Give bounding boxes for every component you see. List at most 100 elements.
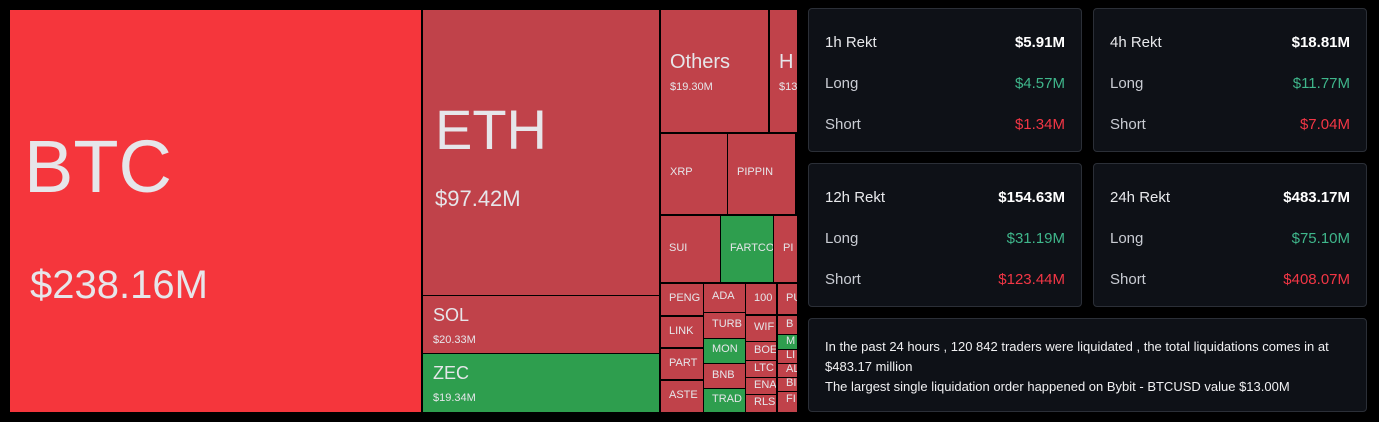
tile-value: $20.33M xyxy=(433,334,476,346)
card-title: 4h Rekt xyxy=(1110,34,1162,51)
tile-value: $19.34M xyxy=(433,392,476,404)
tile-label: ADA xyxy=(712,290,735,302)
tile-label: SUI xyxy=(669,242,688,254)
tile-label: PART xyxy=(669,357,698,369)
treemap-tile: SUI xyxy=(661,216,720,282)
stat-card: 4h Rekt $18.81M Long $11.77M Short $7.04M xyxy=(1093,8,1367,152)
treemap-tile: B xyxy=(778,316,797,334)
treemap-tile: PENG xyxy=(661,284,703,315)
tile-label: SOL xyxy=(433,305,470,325)
tile-label: Others xyxy=(670,51,731,73)
card-total: $483.17M xyxy=(1283,189,1350,206)
treemap-tile: H $13 xyxy=(770,10,797,132)
tile-label: PIPPIN xyxy=(737,166,774,178)
tile-label: ASTE xyxy=(669,389,698,401)
tile-label: PENG xyxy=(669,292,701,304)
tile-label: XRP xyxy=(670,166,693,178)
treemap-tile: LINK xyxy=(661,317,703,347)
tile-label: WIF xyxy=(754,321,775,333)
tile-value: $238.16M xyxy=(30,263,208,307)
long-value: $75.10M xyxy=(1291,230,1350,247)
tile-label: LINK xyxy=(669,325,694,337)
card-title: 1h Rekt xyxy=(825,34,877,51)
treemap-tile: ETH $97.42M xyxy=(423,10,659,295)
tile-label: 100 xyxy=(754,292,773,304)
tile-label: TRAD xyxy=(712,393,742,405)
short-label: Short xyxy=(825,116,861,133)
short-value: $123.44M xyxy=(998,271,1065,288)
treemap-tile: FARTCO xyxy=(721,216,773,282)
tile-label: AL xyxy=(786,364,797,375)
summary-panel: In the past 24 hours , 120 842 traders w… xyxy=(808,318,1367,412)
treemap-tile: RLS xyxy=(746,395,776,412)
short-label: Short xyxy=(825,271,861,288)
treemap-tile: BNB xyxy=(704,364,745,388)
short-value: $408.07M xyxy=(1283,271,1350,288)
long-label: Long xyxy=(1110,75,1144,92)
tile-label: BNB xyxy=(712,369,735,381)
treemap-tile: XRP xyxy=(661,134,727,214)
long-label: Long xyxy=(825,75,859,92)
tile-label: ZEC xyxy=(433,363,469,383)
treemap-tile: 100 xyxy=(746,284,776,314)
treemap-tile: PU xyxy=(778,284,797,314)
tile-label: RLS xyxy=(754,396,776,408)
short-label: Short xyxy=(1110,271,1146,288)
summary-line: The largest single liquidation order hap… xyxy=(825,379,1290,394)
treemap-tile: FI xyxy=(778,392,797,412)
tile-label: PI xyxy=(783,242,794,254)
treemap-tile: LTC xyxy=(746,361,776,377)
card-total: $5.91M xyxy=(1014,34,1065,51)
stat-card: 24h Rekt $483.17M Long $75.10M Short $408.0… xyxy=(1093,163,1367,307)
card-total: $154.63M xyxy=(998,189,1065,206)
tile-label: ETH xyxy=(435,98,547,161)
treemap-tile: BI xyxy=(778,378,797,391)
treemap-tile: WIF xyxy=(746,316,776,341)
tile-label: PU xyxy=(786,292,797,304)
treemap-tile: BTC $238.16M xyxy=(10,10,421,412)
treemap-tile: TRAD xyxy=(704,389,745,412)
tile-value: $97.42M xyxy=(435,186,521,211)
card-title: 24h Rekt xyxy=(1110,189,1171,206)
treemap-tile: ASTE xyxy=(661,381,703,412)
stat-card: 1h Rekt $5.91M Long $4.57M Short $1.34M xyxy=(808,8,1082,152)
tile-label: FI xyxy=(786,393,796,405)
long-label: Long xyxy=(825,230,859,247)
treemap-tile: Others $19.30M xyxy=(661,10,768,132)
tile-label: ENA xyxy=(754,379,776,391)
treemap-tile: MON xyxy=(704,339,745,363)
treemap-tile: PI xyxy=(774,216,797,282)
long-value: $31.19M xyxy=(1006,230,1065,247)
treemap-tile: TURB xyxy=(704,313,745,338)
tile-label: FARTCO xyxy=(730,242,773,254)
tile-label: LI xyxy=(786,350,796,361)
tile-value: $19.30M xyxy=(670,81,713,93)
tile-label: BTC xyxy=(24,125,172,208)
tile-label: M xyxy=(786,335,796,347)
long-value: $4.57M xyxy=(1014,75,1065,92)
treemap-tile: SOL $20.33M xyxy=(423,296,659,353)
liquidation-treemap: BTC $238.16M ETH $97.42M SOL $20.33M ZEC $19.34… xyxy=(10,10,797,412)
tile-label: BI xyxy=(786,378,797,389)
card-total: $18.81M xyxy=(1291,34,1350,51)
treemap-tile: LI xyxy=(778,350,797,363)
long-label: Long xyxy=(1110,230,1144,247)
tile-label: MON xyxy=(712,343,738,355)
short-value: $1.34M xyxy=(1014,116,1065,133)
treemap-tile: M xyxy=(778,335,797,349)
treemap-tile: ADA xyxy=(704,284,745,312)
short-value: $7.04M xyxy=(1299,116,1350,133)
tile-label: B xyxy=(786,318,794,330)
tile-label: BOE xyxy=(754,344,776,356)
tile-label: H xyxy=(779,51,794,73)
long-value: $11.77M xyxy=(1292,75,1350,92)
treemap-tile: PART xyxy=(661,349,703,379)
treemap-tile: AL xyxy=(778,364,797,377)
treemap-tile: ZEC $19.34M xyxy=(423,354,659,412)
stat-card: 12h Rekt $154.63M Long $31.19M Short $123.4… xyxy=(808,163,1082,307)
treemap-tile: BOE xyxy=(746,342,776,360)
card-title: 12h Rekt xyxy=(825,189,886,206)
treemap-tile: ENA xyxy=(746,378,776,394)
treemap-tile: PIPPIN xyxy=(728,134,795,214)
